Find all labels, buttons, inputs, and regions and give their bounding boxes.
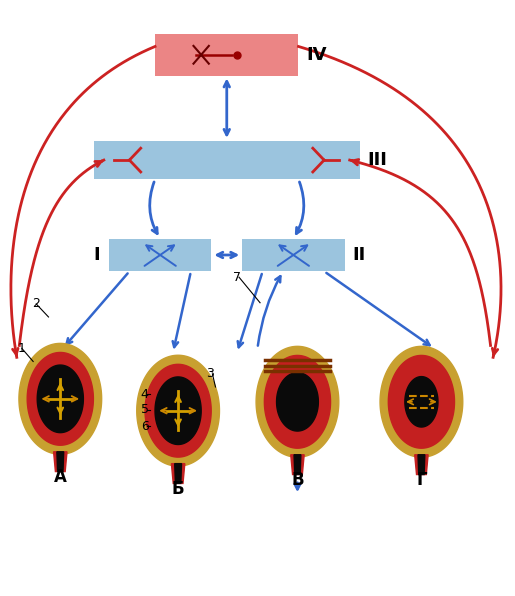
Text: А: А	[54, 468, 67, 486]
Polygon shape	[415, 455, 428, 474]
Polygon shape	[294, 455, 301, 474]
Text: Г: Г	[416, 471, 427, 489]
Polygon shape	[171, 464, 185, 483]
Text: В: В	[291, 471, 304, 489]
Polygon shape	[264, 355, 331, 448]
Polygon shape	[37, 365, 83, 433]
Polygon shape	[145, 364, 211, 457]
FancyBboxPatch shape	[242, 238, 345, 271]
Polygon shape	[277, 372, 318, 431]
Text: III: III	[368, 151, 387, 169]
Polygon shape	[175, 464, 181, 483]
Text: IV: IV	[306, 46, 327, 64]
Text: Б: Б	[172, 480, 184, 498]
Polygon shape	[137, 355, 219, 466]
Text: 2: 2	[32, 297, 40, 311]
Text: 3: 3	[207, 367, 214, 380]
FancyBboxPatch shape	[109, 238, 211, 271]
Text: 6: 6	[141, 420, 149, 433]
Polygon shape	[418, 455, 425, 474]
Polygon shape	[388, 355, 455, 448]
Polygon shape	[57, 452, 64, 471]
Polygon shape	[405, 377, 438, 427]
Polygon shape	[291, 455, 304, 474]
Polygon shape	[19, 343, 101, 454]
Text: I: I	[93, 246, 100, 264]
Text: 5: 5	[141, 403, 149, 416]
Text: 7: 7	[233, 271, 241, 284]
Text: 4: 4	[141, 387, 149, 401]
FancyBboxPatch shape	[155, 34, 299, 76]
Text: 1: 1	[18, 342, 26, 355]
Polygon shape	[256, 346, 339, 457]
Polygon shape	[54, 452, 67, 471]
Polygon shape	[380, 346, 463, 457]
Text: II: II	[352, 246, 366, 264]
FancyBboxPatch shape	[94, 141, 360, 179]
Polygon shape	[27, 352, 93, 445]
Polygon shape	[155, 377, 201, 445]
